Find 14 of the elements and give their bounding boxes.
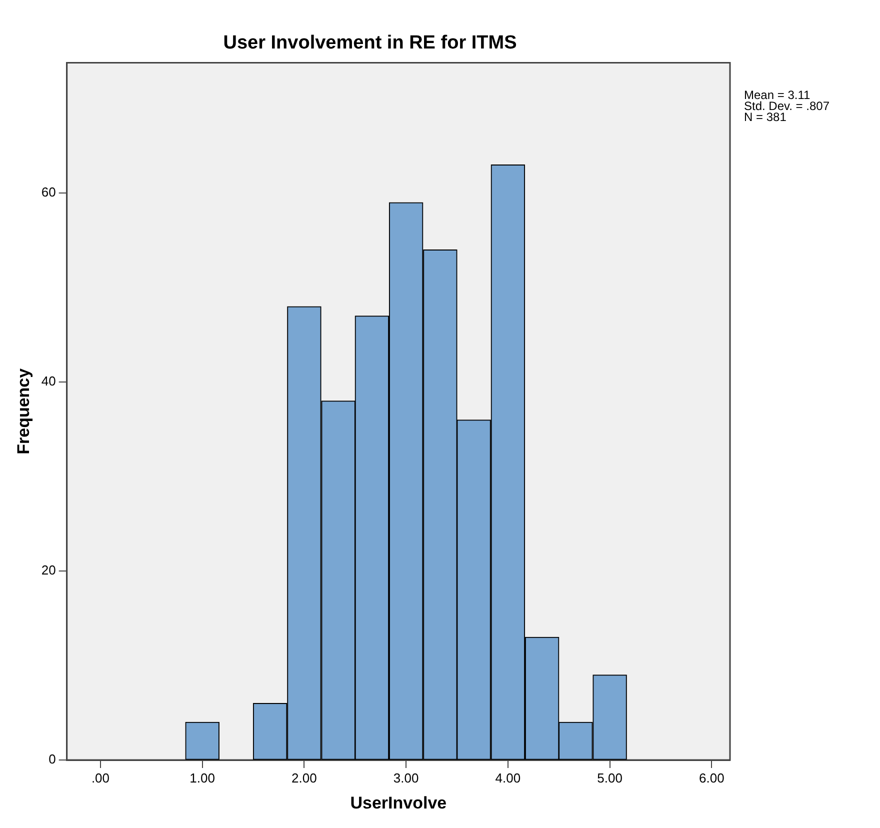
y-tick-label: 0 xyxy=(48,752,56,767)
y-tick-label: 60 xyxy=(41,184,56,200)
y-tick-label: 40 xyxy=(41,374,56,389)
y-tick-label: 20 xyxy=(41,562,56,578)
x-tick-label: 6.00 xyxy=(699,770,724,786)
x-axis-title: UserInvolve xyxy=(350,793,447,812)
y-axis-title: Frequency xyxy=(14,368,33,454)
x-tick-label: .00 xyxy=(91,770,110,786)
x-tick-label: 3.00 xyxy=(393,770,419,786)
x-tick-label: 5.00 xyxy=(597,770,622,786)
x-tick-label: 1.00 xyxy=(190,770,215,786)
x-tick-label: 4.00 xyxy=(495,770,521,786)
chart-title: User Involvement in RE for ITMS xyxy=(223,32,517,54)
x-tick-label: 2.00 xyxy=(292,770,317,786)
